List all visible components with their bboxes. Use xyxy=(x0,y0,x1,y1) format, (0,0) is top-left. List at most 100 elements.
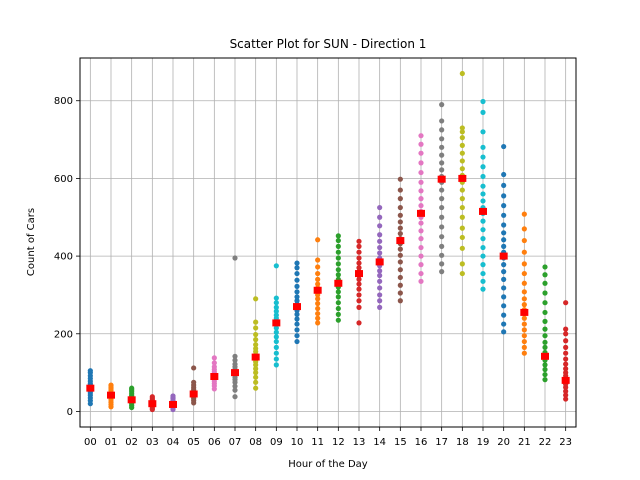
mean-marker xyxy=(210,373,219,381)
data-point xyxy=(439,144,445,150)
data-point xyxy=(397,187,403,193)
data-point xyxy=(356,243,362,249)
data-point xyxy=(315,300,321,307)
data-point xyxy=(521,327,527,333)
data-point xyxy=(356,260,362,266)
data-point xyxy=(563,326,569,332)
data-point xyxy=(335,300,341,306)
data-point xyxy=(542,309,548,316)
data-point xyxy=(439,234,445,240)
data-point xyxy=(418,150,424,156)
data-point xyxy=(232,387,238,393)
data-point xyxy=(480,164,486,170)
data-point xyxy=(356,281,362,287)
data-point xyxy=(521,261,527,267)
data-point xyxy=(542,272,548,278)
data-point xyxy=(397,298,403,304)
mean-marker xyxy=(458,174,467,182)
x-tick-label: 00 xyxy=(84,437,97,448)
data-point xyxy=(335,317,341,323)
data-point xyxy=(294,260,300,266)
data-point xyxy=(377,250,383,256)
x-tick-label: 20 xyxy=(497,437,510,448)
data-point xyxy=(377,244,383,251)
data-point xyxy=(294,311,300,317)
data-point xyxy=(521,302,527,308)
data-point xyxy=(542,362,548,368)
data-point xyxy=(501,285,507,291)
data-point xyxy=(397,225,403,231)
data-point xyxy=(459,196,465,202)
mean-marker xyxy=(293,303,301,311)
data-point xyxy=(439,196,445,202)
data-point xyxy=(315,305,321,312)
data-point xyxy=(294,298,300,304)
data-point xyxy=(335,233,341,239)
data-point xyxy=(439,224,445,230)
data-point xyxy=(563,388,569,394)
data-point xyxy=(294,316,300,322)
data-point xyxy=(501,182,507,189)
data-point xyxy=(563,356,569,362)
data-point xyxy=(294,277,300,283)
data-point xyxy=(377,304,383,310)
data-point xyxy=(335,289,341,295)
x-tick-label: 06 xyxy=(208,437,221,448)
data-point xyxy=(191,379,197,385)
data-point xyxy=(459,245,465,251)
data-point xyxy=(459,270,465,277)
data-point xyxy=(273,356,279,362)
mean-marker xyxy=(148,400,157,408)
y-tick-label: 600 xyxy=(54,174,73,185)
data-point xyxy=(501,294,507,300)
data-point xyxy=(501,171,507,178)
data-point xyxy=(418,270,424,277)
y-tick-label: 800 xyxy=(54,96,73,107)
x-tick-label: 02 xyxy=(125,437,138,448)
data-point xyxy=(377,223,383,229)
data-point xyxy=(521,333,527,339)
data-point xyxy=(542,333,548,339)
data-point xyxy=(521,315,527,321)
data-point xyxy=(439,252,445,258)
data-point xyxy=(418,236,424,242)
data-point xyxy=(377,285,383,291)
data-point xyxy=(563,344,569,350)
data-point xyxy=(521,338,527,345)
data-point xyxy=(439,214,445,220)
data-point xyxy=(377,232,383,238)
mean-marker xyxy=(189,390,198,398)
data-point xyxy=(480,236,486,242)
data-point xyxy=(542,371,548,378)
data-point xyxy=(418,244,424,251)
data-point xyxy=(397,212,403,218)
mean-marker xyxy=(479,207,487,215)
data-point xyxy=(356,298,362,304)
x-tick-label: 12 xyxy=(332,437,345,448)
data-point xyxy=(253,331,259,338)
data-point xyxy=(397,204,403,211)
data-point xyxy=(253,374,259,380)
data-point xyxy=(315,276,321,282)
mean-marker xyxy=(313,286,322,294)
data-point xyxy=(521,344,527,350)
data-point xyxy=(294,289,300,295)
data-point xyxy=(191,365,197,371)
data-point xyxy=(315,237,321,243)
data-point xyxy=(521,350,527,356)
data-point xyxy=(418,160,424,166)
data-point xyxy=(439,127,445,133)
data-point xyxy=(211,355,217,361)
data-point xyxy=(315,264,321,270)
x-tick-label: 19 xyxy=(477,437,490,448)
x-axis: 00 01 02 03 04 05 06 07 08 09 10 11 12 13 14 15 16 17 18 19… xyxy=(84,427,572,448)
data-point xyxy=(542,290,548,296)
data-point xyxy=(87,368,93,374)
x-tick-label: 15 xyxy=(394,437,407,448)
mean-marker xyxy=(561,376,570,384)
mean-marker xyxy=(417,209,425,217)
y-tick-label: 400 xyxy=(54,252,73,263)
y-axis: 0 200 400 600 800 xyxy=(54,96,80,418)
data-point xyxy=(501,276,507,282)
